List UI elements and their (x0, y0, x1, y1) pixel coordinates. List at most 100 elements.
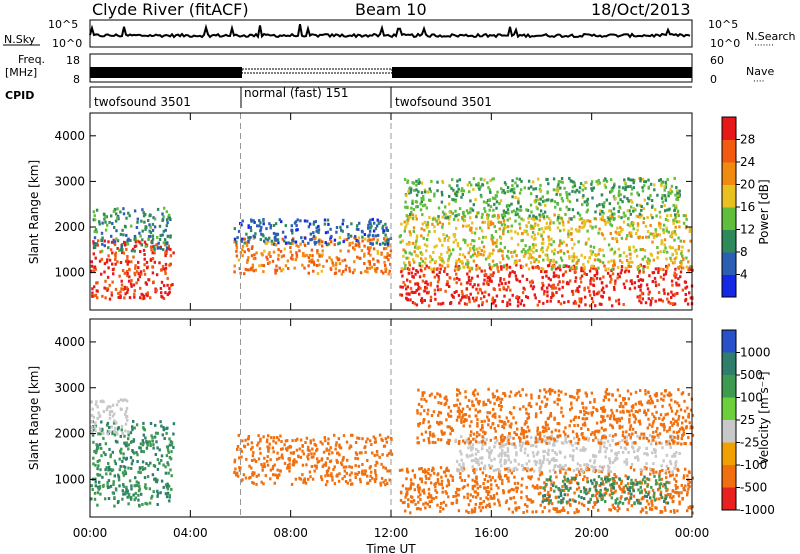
scatter-cell (468, 228, 472, 232)
scatter-cell (646, 202, 649, 206)
scatter-cell (596, 258, 600, 262)
scatter-cell (118, 484, 121, 488)
scatter-cell (557, 180, 561, 184)
scatter-cell (410, 252, 413, 256)
scatter-cell (311, 258, 314, 262)
scatter-cell (90, 420, 94, 424)
scatter-cell (598, 450, 601, 454)
scatter-cell (516, 212, 519, 216)
scatter-cell (408, 230, 411, 234)
scatter-cell (97, 239, 100, 243)
scatter-cell (430, 179, 433, 183)
scatter-cell (515, 277, 518, 281)
scatter-cell (336, 460, 339, 464)
scatter-cell (572, 255, 576, 259)
scatter-cell (452, 217, 456, 221)
scatter-cell (251, 454, 255, 458)
scatter-cell (598, 227, 601, 231)
scatter-cell (500, 223, 504, 227)
scatter-cell (603, 201, 606, 205)
scatter-cell (515, 453, 518, 457)
scatter-cell (544, 226, 547, 230)
scatter-cell (262, 222, 265, 226)
scatter-cell (606, 439, 610, 443)
scatter-cell (297, 245, 300, 249)
scatter-cell (645, 446, 648, 450)
scatter-cell (134, 496, 137, 500)
scatter-cell (559, 268, 562, 272)
scatter-cell (470, 510, 474, 514)
scatter-cell (491, 296, 495, 300)
scatter-cell (94, 256, 97, 260)
scatter-cell (576, 198, 579, 202)
scatter-cell (568, 481, 571, 485)
scatter-cell (475, 211, 479, 215)
scatter-cell (151, 439, 154, 443)
scatter-cell (147, 463, 150, 467)
scatter-cell (281, 447, 284, 451)
scatter-cell (556, 185, 559, 189)
scatter-cell (483, 220, 487, 224)
scatter-cell (426, 291, 429, 295)
scatter-cell (457, 509, 461, 513)
scatter-cell (429, 481, 433, 485)
scatter-cell (529, 224, 533, 228)
scatter-cell (458, 278, 461, 282)
scatter-cell (142, 450, 145, 454)
scatter-cell (409, 478, 413, 482)
scatter-cell (596, 271, 599, 275)
scatter-cell (580, 266, 583, 270)
scatter-cell (114, 253, 117, 257)
scatter-cell (611, 477, 614, 480)
scatter-cell (298, 447, 301, 451)
scatter-cell (306, 219, 309, 223)
scatter-cell (586, 480, 590, 484)
scatter-cell (639, 434, 642, 438)
scatter-cell (675, 256, 678, 260)
scatter-cell (117, 478, 121, 482)
scatter-cell (401, 468, 404, 472)
scatter-cell (517, 300, 520, 304)
scatter-cell (504, 501, 508, 504)
scatter-cell (140, 219, 143, 223)
scatter-cell (492, 208, 495, 212)
scatter-cell (682, 239, 686, 243)
scatter-cell (540, 270, 543, 273)
scatter-cell (574, 276, 578, 280)
scatter-cell (542, 450, 545, 454)
scatter-cell (335, 230, 338, 234)
scatter-cell (94, 429, 97, 433)
scatter-cell (410, 271, 413, 275)
scatter-cell (467, 279, 471, 282)
scatter-cell (561, 489, 564, 493)
scatter-cell (112, 240, 115, 244)
scatter-cell (164, 228, 167, 232)
scatter-cell (479, 467, 482, 471)
scatter-cell (317, 231, 320, 234)
scatter-cell (519, 205, 522, 209)
scatter-cell (675, 487, 678, 490)
scatter-cell (368, 220, 371, 224)
scatter-cell (262, 435, 265, 439)
scatter-cell (574, 228, 578, 232)
scatter-cell (296, 218, 299, 222)
scatter-cell (364, 269, 367, 273)
scatter-cell (511, 184, 514, 188)
scatter-cell (484, 290, 487, 294)
scatter-cell (361, 463, 364, 466)
scatter-cell (632, 489, 635, 493)
scatter-cell (91, 488, 94, 491)
scatter-cell (271, 467, 274, 471)
scatter-cell (358, 451, 362, 455)
scatter-cell (594, 465, 597, 469)
scatter-cell (429, 260, 432, 264)
scatter-cell (455, 418, 459, 422)
scatter-cell (653, 188, 656, 192)
scatter-cell (456, 265, 459, 269)
scatter-cell (386, 482, 389, 486)
scatter-cell (455, 259, 458, 263)
scatter-cell (524, 244, 527, 248)
scatter-cell (309, 238, 312, 242)
scatter-cell (280, 455, 283, 459)
scatter-cell (151, 222, 155, 226)
